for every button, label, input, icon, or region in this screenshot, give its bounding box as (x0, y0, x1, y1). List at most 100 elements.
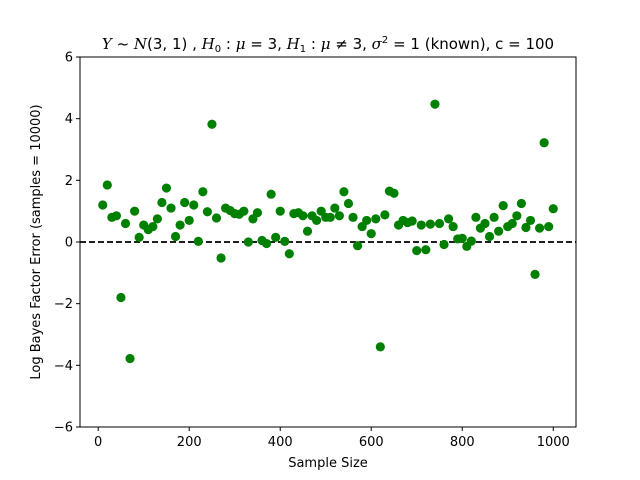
data-point (530, 269, 540, 279)
chart-title: Y ~ N(3, 1) , H0 : μ = 3, H1 : μ ≠ 3, σ2… (102, 35, 554, 55)
y-tick-label: 2 (65, 174, 73, 189)
data-point (207, 119, 217, 129)
title-part: 2 (382, 35, 388, 46)
title-part: : (221, 35, 236, 53)
data-point (494, 226, 504, 236)
data-point (325, 212, 335, 222)
data-point (125, 353, 135, 364)
data-point (371, 214, 381, 224)
title-part: : (306, 35, 321, 53)
y-tick-label: 6 (65, 51, 73, 66)
title-part: 0 (215, 44, 221, 55)
title-part: (3, 1) , (147, 35, 202, 53)
data-point (152, 214, 162, 224)
data-point (116, 292, 126, 303)
data-point (343, 198, 354, 209)
data-point (252, 208, 263, 218)
data-point (516, 198, 526, 209)
title-part: = 3, (245, 35, 286, 53)
x-tick-label: 600 (359, 435, 384, 450)
data-point (111, 211, 122, 221)
title-part: ~ (112, 35, 134, 53)
data-point (507, 218, 517, 229)
y-axis-label: Log Bayes Factor Error (samples = 10000) (29, 104, 44, 379)
data-point (216, 253, 226, 263)
data-point (280, 236, 290, 246)
data-point (407, 216, 417, 226)
title-part: 1 (300, 44, 306, 55)
data-point (352, 241, 363, 251)
data-point (134, 232, 144, 242)
data-point (443, 214, 454, 224)
title-part: = 1 (known), c = 100 (388, 35, 554, 53)
title-part: ≠ 3, (330, 35, 371, 53)
title-part: μ (236, 35, 246, 53)
title-part: Y (102, 35, 114, 53)
y-axis-ticks: −6 −4 −2 0 2 4 6 (54, 51, 80, 436)
x-tick-label: 400 (268, 435, 293, 450)
data-point (170, 231, 181, 242)
x-tick-label: 200 (177, 435, 202, 450)
data-point (375, 342, 385, 352)
data-point (298, 211, 308, 221)
data-point (380, 210, 390, 220)
data-point (239, 206, 249, 216)
y-tick-label: −2 (54, 297, 73, 312)
data-point (312, 215, 322, 226)
data-point (412, 246, 422, 256)
plot-frame (79, 56, 577, 428)
data-point (175, 220, 185, 230)
data-point (266, 189, 276, 199)
y-tick-label: −4 (54, 359, 73, 374)
x-axis-label: Sample Size (288, 456, 368, 471)
data-point (434, 218, 445, 229)
data-point (261, 238, 272, 249)
data-point (180, 197, 190, 208)
data-point (439, 239, 449, 250)
data-point (498, 201, 508, 211)
data-point (512, 211, 522, 221)
data-point (243, 237, 253, 247)
data-point (457, 233, 467, 243)
data-point (189, 200, 199, 210)
data-point (202, 207, 213, 217)
x-tick-label: 1000 (537, 435, 570, 450)
x-tick-label: 800 (450, 435, 475, 450)
data-point (198, 187, 208, 197)
title-part: H (286, 35, 301, 53)
data-point (366, 229, 376, 239)
data-point (334, 211, 344, 221)
data-point (98, 200, 108, 210)
data-point (448, 221, 458, 232)
y-tick-label: 0 (65, 236, 73, 251)
data-point (534, 223, 545, 233)
data-point (284, 249, 294, 259)
data-point (416, 220, 426, 230)
data-point (161, 183, 172, 193)
data-point (339, 187, 349, 197)
data-point (389, 188, 399, 198)
data-point (271, 232, 281, 242)
data-point (330, 203, 340, 213)
data-point (166, 203, 176, 213)
data-point (430, 99, 440, 109)
data-point (193, 236, 203, 246)
data-point (184, 215, 194, 226)
data-point (275, 206, 285, 216)
x-axis-ticks: 0 200 400 600 800 1000 (94, 427, 570, 450)
data-point (211, 213, 222, 223)
data-point (480, 218, 490, 229)
title-part: N (133, 35, 148, 53)
x-tick-label: 0 (94, 435, 102, 450)
y-tick-label: −6 (54, 421, 73, 436)
title-part: σ (372, 35, 383, 53)
y-tick-label: 4 (65, 112, 73, 127)
data-point (539, 138, 549, 148)
data-point (102, 180, 112, 190)
data-point (484, 231, 495, 242)
data-point (148, 221, 158, 232)
data-point (466, 236, 476, 246)
data-point (120, 218, 131, 229)
